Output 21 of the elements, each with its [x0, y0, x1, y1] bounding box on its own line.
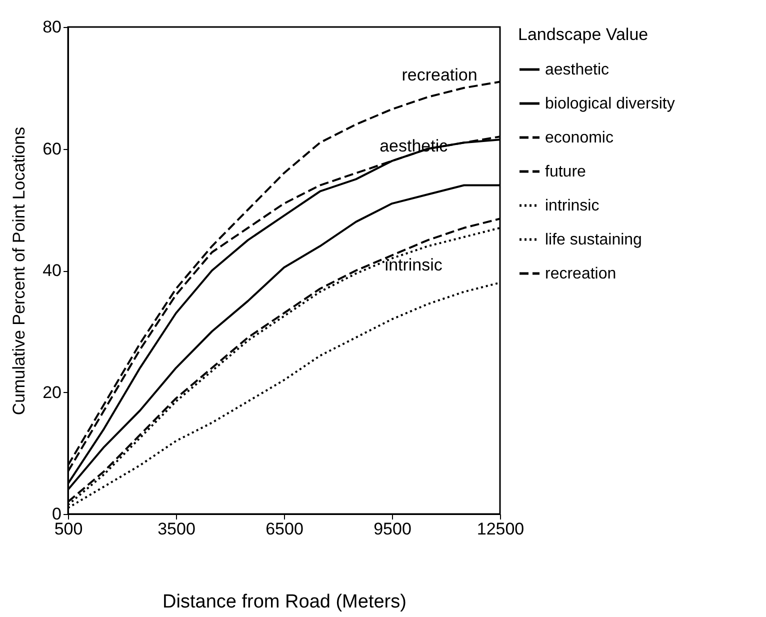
legend-label: recreation — [545, 266, 616, 282]
x-tick-label: 9500 — [374, 520, 412, 538]
legend-label: aesthetic — [545, 62, 610, 78]
legend-label: intrinsic — [545, 198, 600, 214]
x-axis-title: Distance from Road (Meters) — [162, 592, 406, 612]
legend-title: Landscape Value — [518, 25, 648, 44]
annotation: intrinsic — [384, 256, 443, 275]
y-tick-label: 60 — [42, 139, 62, 158]
x-tick-label: 12500 — [476, 520, 524, 538]
annotation: recreation — [402, 66, 478, 85]
y-axis-title: Cumulative Percent of Point Locations — [10, 126, 29, 416]
annotation: aesthetic — [380, 136, 448, 156]
legend-label: biological diversity — [545, 96, 675, 112]
y-tick-label: 80 — [42, 18, 62, 36]
y-tick-label: 20 — [42, 382, 62, 402]
y-tick-label: 40 — [42, 261, 62, 280]
x-tick-label: 6500 — [266, 520, 304, 538]
legend-label: future — [545, 164, 586, 180]
legend-label: life sustaining — [545, 232, 642, 248]
legend-label: economic — [545, 130, 614, 146]
x-tick-label: 3500 — [158, 520, 196, 538]
